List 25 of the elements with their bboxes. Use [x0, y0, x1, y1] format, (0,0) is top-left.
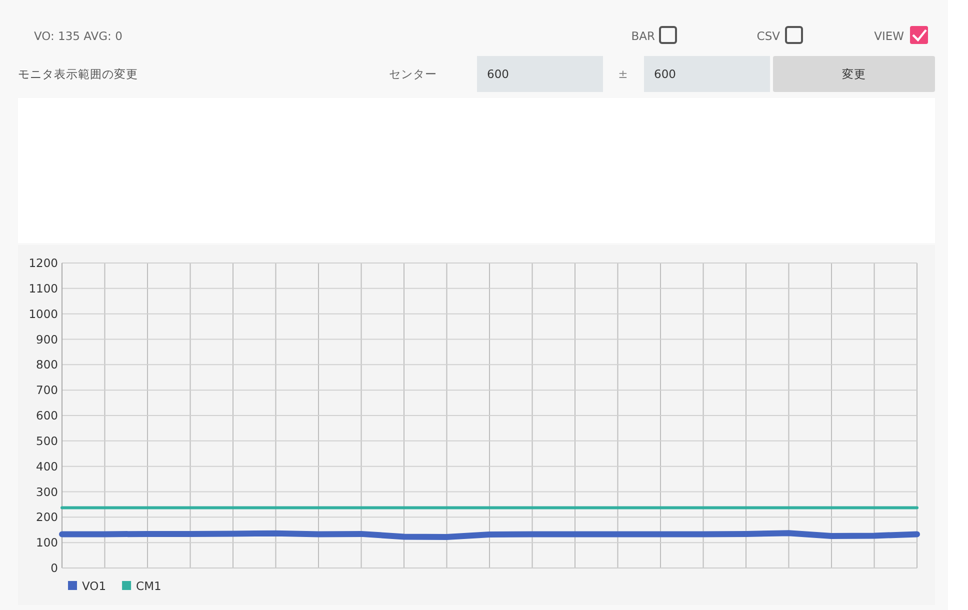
y-tick-label: 800 — [36, 358, 58, 372]
y-tick-label: 500 — [36, 434, 58, 448]
text: 600 — [654, 67, 676, 81]
text: 600 — [487, 67, 509, 81]
y-tick-label: 100 — [36, 536, 58, 550]
text: センター — [389, 67, 437, 81]
y-tick-label: 300 — [36, 484, 58, 499]
y-tick-label: 1000 — [28, 306, 58, 321]
y-tick-label: 400 — [36, 459, 58, 474]
y-tick-label: 0 — [50, 561, 58, 575]
text: VIEW — [874, 29, 904, 43]
text: モニタ表示範囲の変更 — [18, 67, 138, 81]
y-tick-label: 700 — [36, 383, 58, 398]
text: CSV — [756, 29, 780, 43]
y-tick-label: 200 — [36, 510, 58, 524]
y-tick-label: 600 — [36, 408, 58, 422]
text: 変更 — [842, 67, 866, 81]
legend-label: CM1 — [136, 579, 162, 593]
text: ± — [618, 67, 628, 81]
text: VO: 135 AVG: 0 — [34, 29, 122, 43]
y-tick-label: 1100 — [28, 281, 58, 296]
y-tick-label: 1200 — [28, 256, 58, 270]
legend-label: VO1 — [82, 579, 106, 593]
text: BAR — [631, 29, 656, 43]
y-tick-label: 900 — [36, 332, 58, 346]
